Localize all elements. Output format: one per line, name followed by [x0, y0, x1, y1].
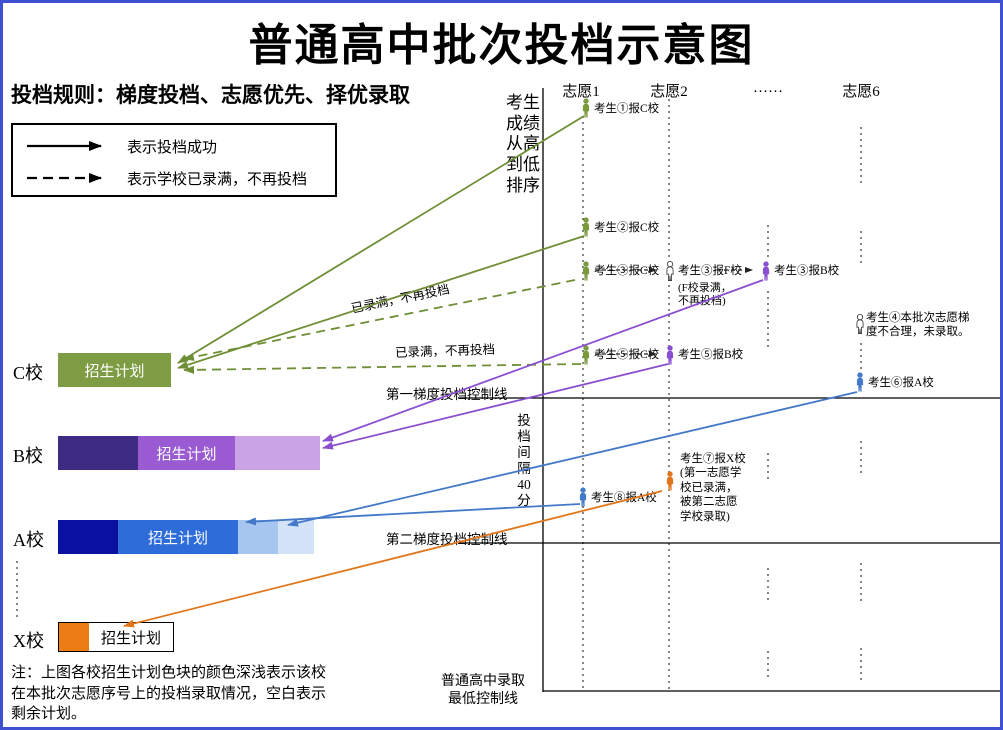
school-X-block-1: [59, 623, 89, 651]
school-X-plan-bar: 招生计划: [58, 622, 174, 652]
student-3c-label: 考生③报C校: [594, 265, 660, 277]
student-4-icon: [856, 314, 864, 334]
student-5c-label: 考生⑤报C校: [594, 349, 660, 361]
school-A-block-3: [238, 520, 278, 554]
school-B-block-3: [235, 436, 320, 470]
student-5b-label: 考生⑤报B校: [678, 349, 744, 361]
column-header-2: 志愿2: [650, 84, 688, 100]
school-X-block-2: 招生计划: [89, 623, 173, 651]
student-4-label: 考生④本批次志愿梯 度不合理，未录取。: [866, 312, 970, 339]
legend-solid-row: 表示投档成功: [25, 137, 218, 156]
gap-40-label: 投 档 间 隔 40 分: [517, 413, 531, 508]
legend-solid-label: 表示投档成功: [127, 139, 218, 156]
school-C-label: C校: [13, 363, 44, 383]
legend-dashed-label: 表示学校已录满，不再投档: [127, 171, 308, 188]
dashed-arrow-icon: [27, 173, 102, 183]
student-3b-icon: [762, 261, 770, 281]
school-A-block-4: [278, 520, 314, 554]
column-header-3: ……: [753, 80, 783, 96]
student-3b-label: 考生③报B校: [774, 265, 840, 277]
second-gradient-line-label: 第二梯度投档控制线: [386, 532, 508, 547]
school-C-block-1: 招生计划: [58, 353, 171, 387]
student-2-icon: [582, 217, 590, 237]
legend-box: 表示投档成功 表示学校已录满，不再投档: [11, 123, 337, 197]
student-8-icon: [579, 487, 587, 507]
school-B-block-2: 招生计划: [138, 436, 235, 470]
legend-dashed-row: 表示学校已录满，不再投档: [25, 169, 308, 188]
student-3f-label: 考生③报F校: [678, 265, 742, 277]
first-gradient-line-label: 第一梯度投档控制线: [386, 387, 508, 402]
column-header-1: 志愿1: [562, 84, 600, 100]
student-8-label: 考生⑧报A校: [591, 492, 657, 504]
school-B-block-1: [58, 436, 138, 470]
full-no-archive-label-2: 已录满，不再投档: [394, 342, 496, 360]
page-title: 普通高中批次投档示意图: [248, 21, 755, 70]
school-A-block-1: [58, 520, 118, 554]
school-X-label: X校: [13, 631, 44, 651]
student-6-icon: [856, 372, 864, 392]
student-5b-icon: [666, 345, 674, 365]
student-1-icon: [582, 98, 590, 118]
school-B-plan-bar: 招生计划: [58, 436, 320, 470]
school-A-plan-bar: 招生计划: [58, 520, 314, 554]
school-B-label: B校: [13, 446, 44, 466]
student-7-label: 考生⑦报X校 (第一志愿学 校已录满， 被第二志愿 学校录取): [680, 453, 746, 523]
school-A-block-2: 招生计划: [118, 520, 238, 554]
footnote: 注：上图各校招生计划色块的颜色深浅表示该校 在本批次志愿序号上的投档录取情况，空…: [11, 665, 327, 723]
student-3f-icon: [666, 261, 674, 281]
solid-arrow-icon: [27, 141, 102, 151]
minimum-line-label: 普通高中录取 最低控制线: [441, 674, 525, 708]
student-5c-icon: [582, 345, 590, 365]
student-6-label: 考生⑥报A校: [868, 377, 934, 389]
student-1-label: 考生①报C校: [594, 103, 660, 115]
student-7-icon: [666, 471, 674, 491]
school-C-plan-bar: 招生计划: [58, 353, 171, 387]
y-axis-label: 考生 成绩 从高 到低 排序: [506, 93, 540, 195]
student-3c-icon: [582, 261, 590, 281]
column-header-4: 志愿6: [842, 84, 880, 100]
student-3f-note: (F校录满， 不再投档): [678, 282, 732, 308]
student-2-label: 考生②报C校: [594, 222, 660, 234]
school-A-label: A校: [13, 530, 44, 550]
rules-text: 投档规则：梯度投档、志愿优先、择优录取: [11, 83, 410, 107]
